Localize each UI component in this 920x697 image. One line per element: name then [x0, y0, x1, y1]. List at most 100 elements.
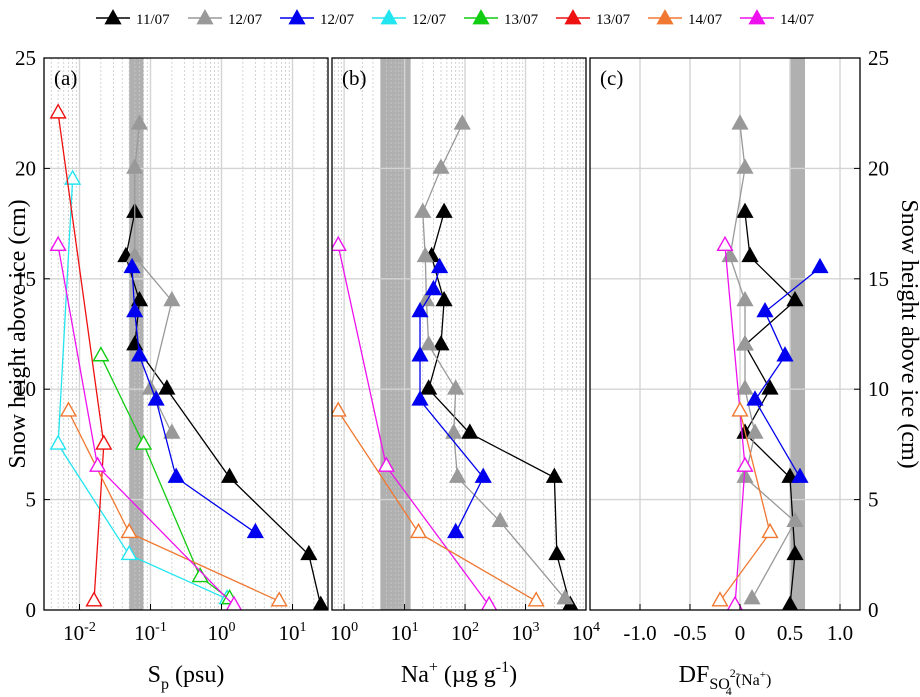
x-tick-base: 10 — [208, 621, 229, 645]
y2-tick-label: 10 — [868, 377, 889, 401]
data-point — [445, 423, 463, 439]
legend-item: 13/07 — [556, 9, 631, 28]
x-tick-base: 10 — [512, 621, 533, 645]
panel-c: (c) -1.0 -0.5 0 0.5 1.0 DFSO2- 4 (Na+) — [589, 57, 861, 697]
data-point — [120, 522, 138, 539]
x-tick-label: 0 — [735, 621, 746, 645]
series-line — [754, 267, 821, 478]
series-a-6 — [59, 401, 288, 607]
data-point — [167, 467, 185, 483]
data-point — [312, 595, 328, 610]
series-line — [337, 245, 490, 606]
x-tick-base: 10 — [63, 621, 84, 645]
x-tick-label: -1.0 — [623, 621, 656, 645]
x-tick-label: 102 — [451, 620, 479, 645]
series-line — [729, 124, 796, 600]
x-tick-label: 1.0 — [827, 621, 853, 645]
data-point — [141, 379, 160, 395]
x-tick-exponent: 0 — [351, 620, 358, 635]
x-tick-base: 10 — [572, 621, 593, 645]
x-tick-label: 10-2 — [63, 620, 96, 645]
x-tick-exponent: 1 — [412, 620, 419, 635]
series-c-1 — [721, 114, 804, 605]
data-point — [163, 290, 181, 307]
y2-tick-label: 25 — [868, 46, 889, 70]
data-point — [448, 467, 467, 483]
data-point — [731, 401, 749, 417]
series-c-2 — [746, 257, 829, 483]
x-tick-exponent: 0 — [229, 620, 236, 635]
series-b-4 — [332, 401, 545, 607]
y-axis-label: Snow height above ice (cm) — [5, 199, 31, 468]
data-point — [776, 346, 794, 362]
data-point — [225, 595, 243, 610]
data-point — [420, 335, 438, 351]
panel-frame — [331, 57, 587, 611]
xlabel-sup: + — [429, 659, 438, 676]
data-point — [481, 595, 498, 610]
legend-label: 12/07 — [412, 12, 447, 28]
data-point — [435, 290, 453, 307]
xlabel-tail: (psu) — [169, 662, 224, 688]
x-tick-label: 100 — [330, 620, 358, 645]
legend: 11/07 12/07 12/07 12/07 13/07 13/07 14/07 14/07 — [96, 9, 815, 28]
data-point — [130, 290, 149, 307]
y2-tick-label: 0 — [868, 598, 879, 622]
x-tick-exponent: 4 — [593, 620, 600, 635]
x-tick-label: 10-1 — [134, 620, 167, 645]
plot-area — [44, 58, 328, 610]
data-point — [411, 346, 429, 362]
x-tick-exponent: 1 — [300, 620, 307, 635]
x-tick-base: 10 — [391, 621, 412, 645]
series-line — [427, 212, 571, 606]
panel-label: (b) — [342, 66, 367, 90]
x-tick-exponent: 3 — [533, 620, 540, 635]
series-line — [125, 212, 322, 606]
x-tick-base: 10 — [451, 621, 472, 645]
xlabel-main: DF — [679, 662, 710, 688]
x-tick-label: -0.5 — [673, 621, 706, 645]
plot-area — [332, 58, 586, 610]
data-point — [746, 390, 764, 406]
y2-tick-label: 20 — [868, 156, 889, 180]
data-point — [447, 522, 465, 539]
x-tick-exponent: -1 — [155, 620, 167, 635]
x-tick-label: 101 — [279, 620, 307, 645]
x-tick-label: 100 — [208, 620, 236, 645]
data-point — [731, 114, 749, 130]
legend-label: 12/07 — [228, 12, 263, 28]
data-point — [756, 301, 774, 318]
x-ticks: 100 101 102 103 104 — [330, 604, 600, 645]
xlabel-close: ) — [509, 662, 517, 688]
data-point — [432, 335, 450, 351]
data-point — [726, 595, 744, 610]
data-point — [424, 279, 443, 296]
legend-item: 12/07 — [188, 9, 263, 28]
series-line — [719, 411, 771, 602]
x-ticks: -1.0 -0.5 0 0.5 1.0 — [623, 604, 853, 645]
x-ticks: 10-2 10-1 100 101 — [63, 604, 307, 645]
data-point — [411, 301, 429, 318]
xlabel-sub: SO — [709, 676, 729, 693]
data-point — [49, 103, 67, 119]
y-tick-label: 5 — [26, 488, 37, 512]
panel-frame — [589, 57, 861, 611]
legend-label: 13/07 — [596, 12, 631, 28]
x-tick-label: 0.5 — [777, 621, 803, 645]
data-point — [736, 456, 754, 472]
data-point — [556, 589, 574, 605]
data-point — [743, 589, 761, 605]
x-tick-label: 101 — [391, 620, 419, 645]
xlabel-main: Na — [401, 662, 429, 688]
series-b-3 — [332, 235, 498, 610]
x-tick-base: 10 — [134, 621, 155, 645]
data-point — [270, 591, 288, 607]
series-line — [100, 355, 230, 600]
x-tick-base: 10 — [279, 621, 300, 645]
series-a-7 — [49, 235, 243, 610]
data-point — [736, 379, 754, 395]
data-point — [130, 346, 149, 362]
data-point — [447, 379, 465, 395]
